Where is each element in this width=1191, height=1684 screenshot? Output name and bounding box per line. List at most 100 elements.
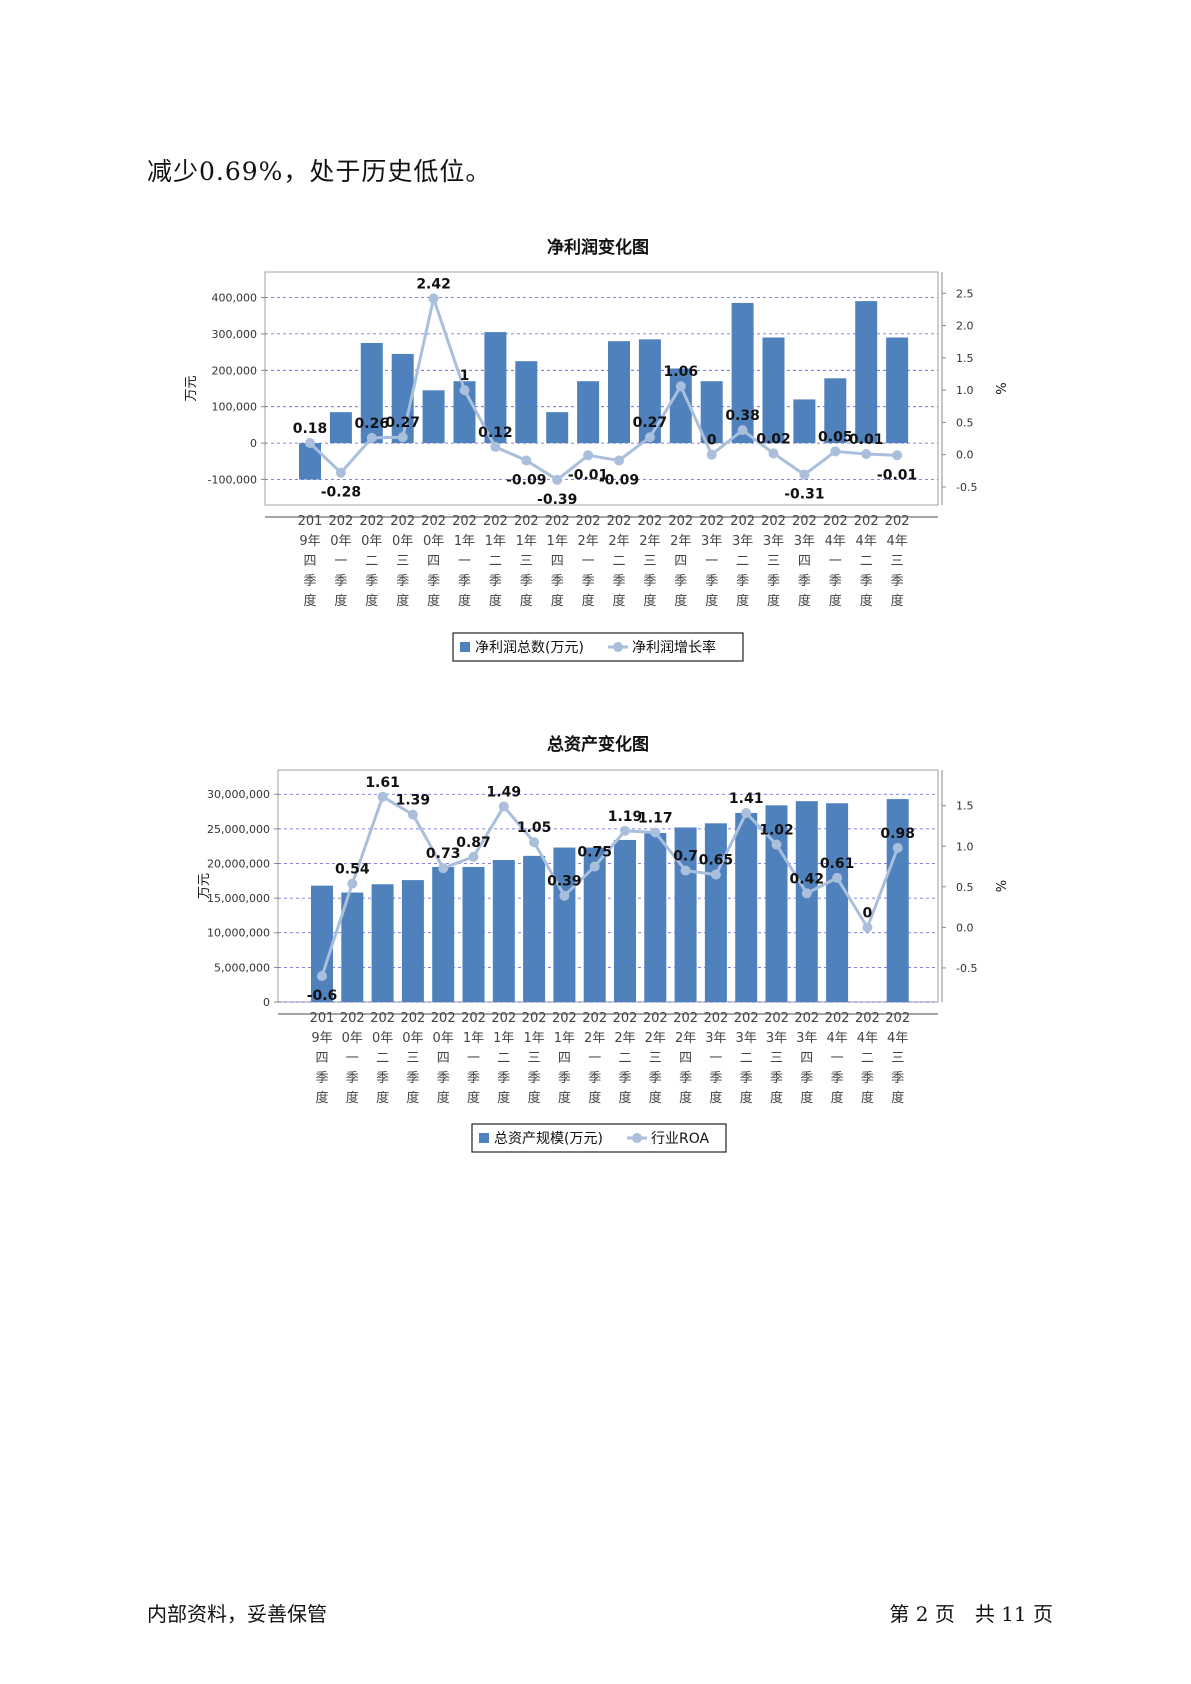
y-tick-label: 5,000,000	[214, 961, 270, 974]
y2-axis-title: %	[992, 382, 1007, 394]
data-label: -0.39	[537, 492, 577, 508]
x-tick-label: 季	[376, 1071, 389, 1086]
data-label: 0.87	[456, 835, 491, 851]
line-point	[830, 446, 841, 457]
x-tick-label: 4年	[826, 1031, 847, 1046]
line-point	[583, 450, 594, 461]
line-point	[498, 801, 509, 812]
x-tick-label: 2年	[608, 534, 629, 549]
x-tick-label: 季	[406, 1071, 419, 1086]
line-point	[347, 878, 358, 889]
x-tick-label: 度	[489, 593, 502, 609]
x-tick-label: 四	[303, 554, 316, 569]
intro-paragraph: 减少0.69%，处于历史低位。	[147, 157, 492, 186]
x-tick-label: 季	[365, 574, 378, 589]
x-tick-label: 季	[315, 1071, 328, 1086]
x-tick-label: 202	[431, 1011, 456, 1026]
bar	[329, 412, 352, 444]
line-point	[771, 839, 782, 850]
data-label: 0.27	[633, 415, 668, 431]
bar	[462, 866, 485, 1002]
x-tick-label: 度	[736, 593, 749, 609]
x-tick-label: 一	[831, 1051, 844, 1066]
data-label: -0.31	[784, 487, 824, 503]
x-tick-label: 0年	[423, 534, 444, 549]
x-tick-label: 202	[823, 514, 848, 529]
legend: 总资产规模(万元) 行业ROA	[471, 1123, 727, 1153]
data-label: -0.01	[568, 467, 608, 483]
y-tick-label: 200,000	[212, 364, 258, 377]
y-axis-title: 万元	[184, 375, 199, 401]
x-tick-label: 度	[520, 593, 533, 609]
y2-tick-label: -0.5	[956, 962, 977, 975]
x-tick-label: 季	[618, 1071, 631, 1086]
x-tick-label: 度	[406, 1090, 419, 1106]
y-tick-label: 25,000,000	[207, 823, 270, 836]
data-label: 0.27	[385, 415, 420, 431]
bar	[391, 353, 414, 444]
y2-tick-label: 2.0	[956, 320, 974, 333]
x-tick-label: 4年	[887, 1031, 908, 1046]
line-point	[438, 863, 449, 874]
line-point	[589, 861, 600, 872]
bar	[700, 381, 723, 444]
line-point	[861, 449, 872, 460]
bar	[704, 823, 727, 1002]
x-tick-label: 季	[582, 574, 595, 589]
data-label: 0.42	[790, 871, 825, 887]
x-tick-label: 三	[396, 554, 409, 569]
x-tick-label: 度	[800, 1090, 813, 1106]
x-tick-label: 2年	[614, 1031, 635, 1046]
data-label: 0.01	[849, 432, 884, 448]
x-tick-label: 二	[740, 1051, 753, 1066]
x-tick-label: 4年	[856, 534, 877, 549]
data-label: 1.39	[396, 793, 431, 809]
x-tick-label: 度	[618, 1090, 631, 1106]
x-tick-label: 三	[643, 554, 656, 569]
x-tick-label: 季	[770, 1071, 783, 1086]
x-tick-label: 202	[514, 514, 539, 529]
data-label: 1.02	[759, 823, 794, 839]
line-point	[305, 438, 315, 449]
line-point	[892, 450, 903, 461]
bar	[793, 399, 816, 444]
y2-tick-label: 1.0	[956, 840, 974, 853]
data-label: -0.28	[321, 485, 361, 501]
bar	[608, 341, 630, 444]
x-tick-label: 度	[740, 1090, 753, 1106]
x-tick-label: 2年	[577, 534, 598, 549]
y2-tick-label: 1.5	[956, 352, 974, 365]
x-tick-label: 2年	[645, 1031, 666, 1046]
data-label: 0.7	[673, 849, 698, 865]
x-tick-label: 201	[298, 514, 323, 529]
line-point	[552, 474, 563, 485]
x-tick-label: 3年	[794, 534, 815, 549]
y2-tick-label: 0.5	[956, 416, 974, 429]
bar	[515, 361, 538, 444]
x-tick-label: 三	[891, 554, 904, 569]
x-tick-label: 202	[734, 1011, 759, 1026]
data-label: -0.09	[506, 472, 546, 488]
bar	[886, 799, 909, 1002]
x-tick-label: 一	[829, 554, 842, 569]
footer-page-number: 第 2 页 共 11 页	[889, 1602, 1053, 1626]
x-tick-label: 度	[891, 593, 904, 609]
x-tick-label: 3年	[736, 1031, 757, 1046]
x-tick-label: 四	[800, 1051, 813, 1066]
x-tick-label: 1年	[516, 534, 537, 549]
x-tick-label: 季	[891, 574, 904, 589]
x-tick-label: 202	[452, 514, 477, 529]
x-tick-label: 四	[798, 554, 811, 569]
x-tick-label: 度	[643, 593, 656, 609]
x-tick-label: 202	[761, 514, 786, 529]
x-tick-label: 季	[831, 1071, 844, 1086]
data-label: 0.02	[756, 431, 791, 447]
x-tick-label: 一	[458, 554, 471, 569]
x-tick-label: 3年	[732, 534, 753, 549]
data-label: 0	[707, 433, 717, 449]
legend-line-label: 净利润增长率	[632, 639, 716, 656]
x-tick-label: 二	[497, 1051, 510, 1066]
x-tick-label: 度	[497, 1090, 510, 1106]
bar	[553, 847, 576, 1002]
line-point	[317, 971, 327, 982]
